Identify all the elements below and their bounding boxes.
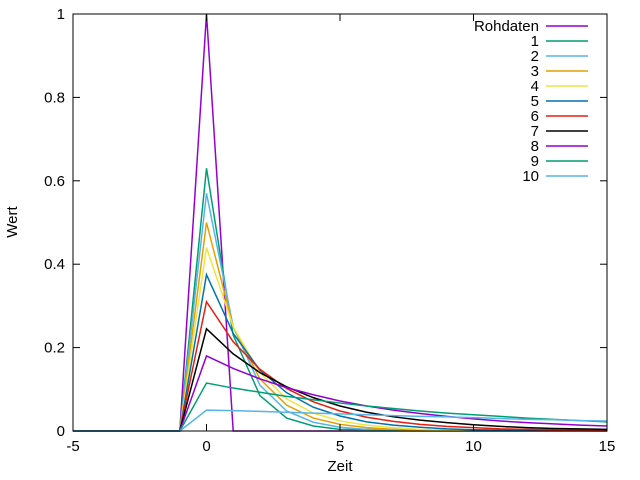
series-layer bbox=[73, 13, 608, 432]
y-tick-label-1: 0.2 bbox=[44, 340, 65, 357]
legend-label-7: 7 bbox=[531, 123, 539, 140]
y-tick-label-4: 0.8 bbox=[44, 89, 65, 106]
x-axis-title: Zeit bbox=[327, 458, 353, 475]
x-tick-label-4: 15 bbox=[599, 438, 616, 455]
legend-label-6: 6 bbox=[531, 108, 539, 125]
y-axis-title: Wert bbox=[4, 205, 21, 237]
series-line-3 bbox=[73, 222, 608, 432]
legend-label-10: 10 bbox=[522, 168, 539, 185]
legend-label-9: 9 bbox=[531, 153, 539, 170]
series-line-8 bbox=[73, 354, 608, 432]
series-line-10 bbox=[73, 409, 608, 432]
legend-entry-3: 3 bbox=[531, 63, 588, 80]
x-tick-label-3: 10 bbox=[465, 438, 482, 455]
legend-entry-10: 10 bbox=[522, 168, 588, 185]
legend-label-4: 4 bbox=[531, 78, 539, 95]
series-line-9 bbox=[73, 382, 608, 432]
series-line-2 bbox=[73, 193, 608, 432]
y-tick-label-5: 1 bbox=[57, 6, 65, 23]
legend-entry-6: 6 bbox=[531, 108, 588, 125]
legend-label-8: 8 bbox=[531, 138, 539, 155]
legend-entry-8: 8 bbox=[531, 138, 588, 155]
y-tick-label-2: 0.4 bbox=[44, 256, 65, 273]
series-line-1 bbox=[73, 168, 608, 432]
legend-label-5: 5 bbox=[531, 93, 539, 110]
legend-entry-7: 7 bbox=[531, 123, 588, 140]
legend-label-2: 2 bbox=[531, 48, 539, 65]
legend-label-0: Rohdaten bbox=[474, 18, 539, 35]
y-tick-label-0: 0 bbox=[57, 423, 65, 440]
x-tick-label-2: 5 bbox=[336, 438, 344, 455]
x-tick-label-1: 0 bbox=[202, 438, 210, 455]
legend-label-1: 1 bbox=[531, 33, 539, 50]
legend-label-3: 3 bbox=[531, 63, 539, 80]
legend-entry-5: 5 bbox=[531, 93, 588, 110]
legend-entry-2: 2 bbox=[531, 48, 588, 65]
series-line-5 bbox=[73, 272, 608, 432]
x-tick-label-0: -5 bbox=[66, 438, 79, 455]
y-tick-label-3: 0.6 bbox=[44, 173, 65, 190]
legend-entry-4: 4 bbox=[531, 78, 588, 95]
legend-entry-1: 1 bbox=[531, 33, 588, 50]
legend-entry-0: Rohdaten bbox=[474, 18, 588, 35]
legend-entry-9: 9 bbox=[531, 153, 588, 170]
